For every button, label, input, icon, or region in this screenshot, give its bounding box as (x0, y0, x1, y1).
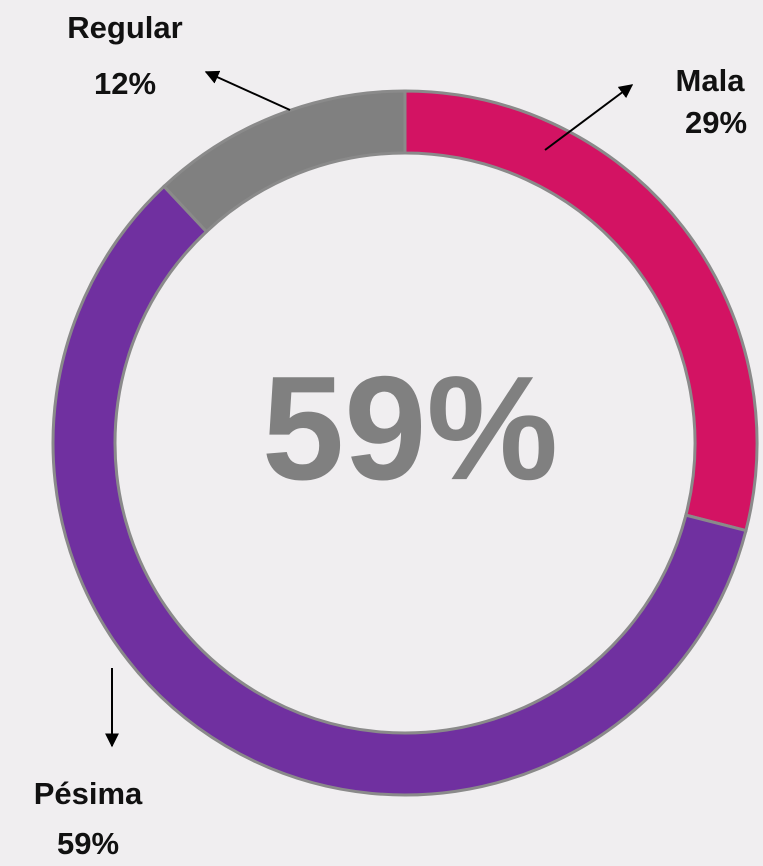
category-label: Mala (676, 63, 746, 98)
donut-segment (51, 184, 748, 797)
value-label: 59% (57, 826, 119, 861)
ring (51, 89, 759, 797)
arrow (544, 84, 634, 151)
category-label: Regular (67, 10, 182, 45)
center-label: 59% (262, 346, 558, 511)
category-label: Pésima (34, 776, 143, 811)
donut-segment (161, 89, 407, 234)
value-label: 29% (685, 105, 747, 140)
value-label: 12% (94, 66, 156, 101)
arrow (204, 70, 291, 111)
